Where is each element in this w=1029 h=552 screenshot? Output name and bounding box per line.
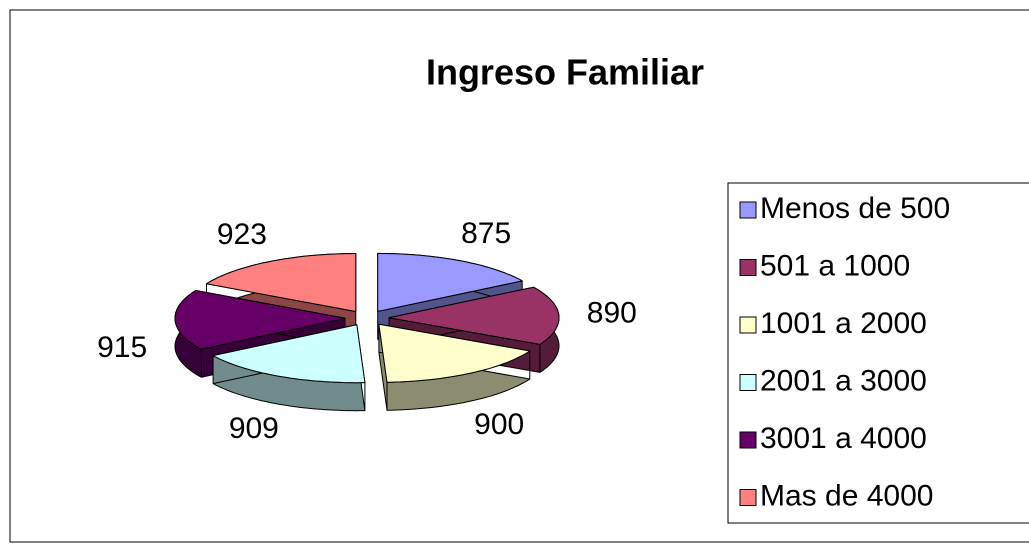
legend-label: 1001 a 2000 xyxy=(760,307,927,340)
data-label: 915 xyxy=(97,331,147,364)
slice xyxy=(174,290,346,350)
legend-box xyxy=(727,182,1029,524)
legend-label: 2001 a 3000 xyxy=(760,364,927,397)
data-label: 923 xyxy=(217,218,267,251)
legend-label: Mas de 4000 xyxy=(760,479,933,512)
slice xyxy=(377,252,523,312)
slice xyxy=(206,253,357,312)
legend-swatch xyxy=(739,431,757,449)
legend-label: 501 a 1000 xyxy=(760,249,910,282)
data-label: 890 xyxy=(587,296,637,329)
legend-swatch xyxy=(739,201,757,219)
data-label: 875 xyxy=(461,217,511,250)
legend-swatch xyxy=(739,316,757,334)
slice xyxy=(388,286,560,345)
data-label: 909 xyxy=(229,412,279,445)
legend-swatch xyxy=(739,259,757,276)
slice xyxy=(378,323,531,383)
legend-label: Menos de 500 xyxy=(760,192,950,225)
data-label: 900 xyxy=(474,408,524,441)
chart-title: Ingreso Familiar xyxy=(426,52,704,93)
slice xyxy=(212,324,366,384)
legend-swatch xyxy=(739,374,757,391)
legend-label: 3001 a 4000 xyxy=(760,422,927,455)
legend-swatch xyxy=(739,489,757,506)
